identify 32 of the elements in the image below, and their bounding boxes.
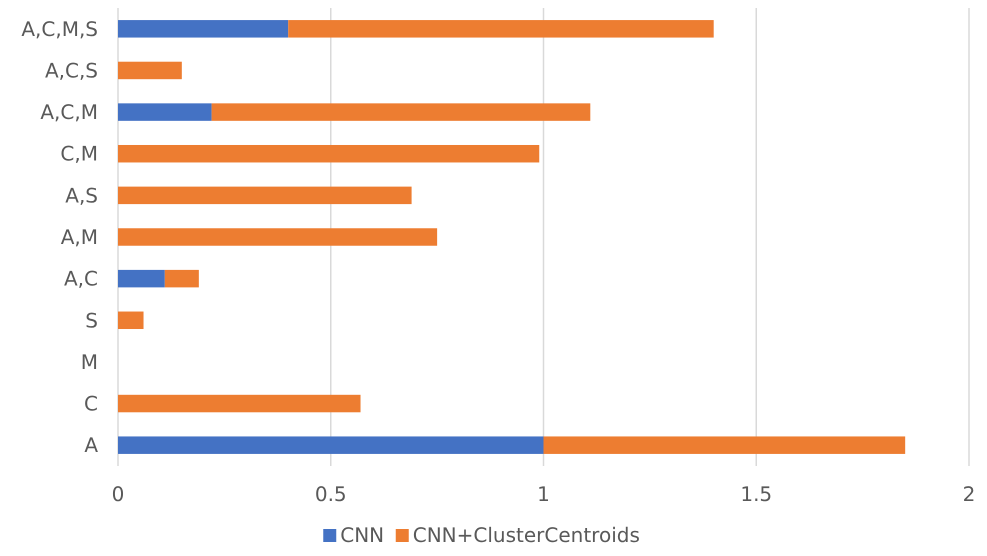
x-tick-label: 0 <box>112 482 124 506</box>
bar <box>118 270 165 288</box>
y-tick-label: C <box>84 392 98 416</box>
y-tick-label: C,M <box>60 142 98 166</box>
bar <box>212 103 590 121</box>
x-tick-label: 1 <box>537 482 550 506</box>
y-tick-label: A,C <box>64 266 98 291</box>
bar <box>118 144 540 162</box>
y-tick-label: A,S <box>65 183 98 208</box>
y-tick-label: M <box>80 350 98 374</box>
x-tick-label: 0.5 <box>314 482 347 506</box>
y-tick-label: A,C,M <box>40 100 98 124</box>
y-tick-label: A,M <box>60 225 98 249</box>
legend-label: CNN <box>340 523 384 547</box>
y-tick-label: A,C,M,S <box>21 16 98 41</box>
legend-label: CNN+ClusterCentroids <box>412 523 640 547</box>
bar <box>118 436 544 454</box>
y-tick-label: A,C,S <box>44 58 98 82</box>
bar <box>544 436 906 454</box>
bar <box>118 228 438 246</box>
bar <box>118 312 144 330</box>
bar <box>118 62 182 80</box>
y-tick-label: A <box>84 433 98 458</box>
y-tick-label: S <box>85 308 98 332</box>
bar <box>288 20 714 38</box>
bar <box>118 20 288 38</box>
x-tick-label: 2 <box>962 482 976 506</box>
bar <box>118 394 361 412</box>
bar <box>164 270 199 288</box>
bar <box>118 186 412 204</box>
x-tick-label: 1.5 <box>740 482 772 506</box>
bar <box>118 103 212 121</box>
